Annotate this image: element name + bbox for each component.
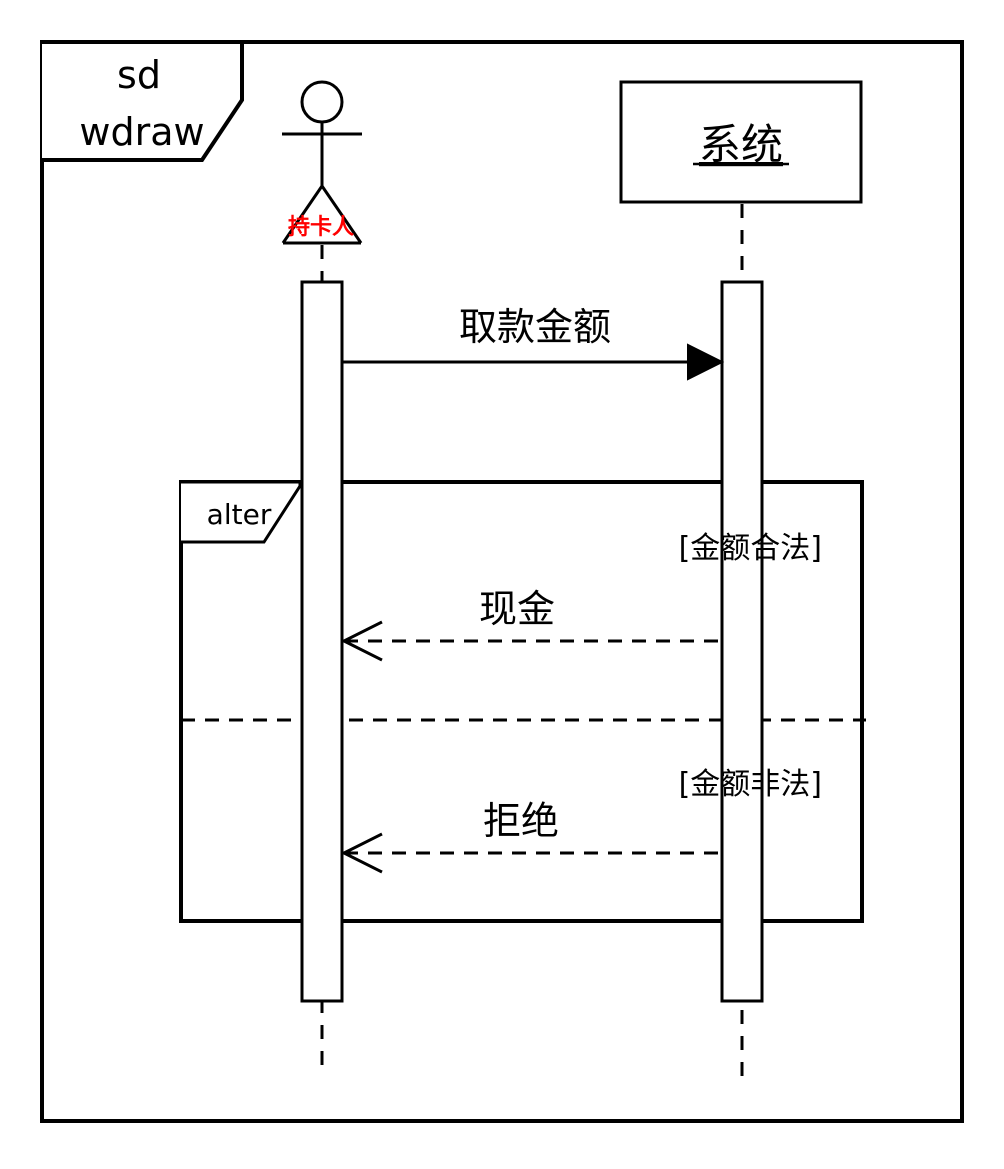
guard-invalid: [金额非法] bbox=[679, 767, 822, 802]
sd-frame-label-line2: wdraw bbox=[79, 110, 204, 154]
guard-valid: [金额合法] bbox=[679, 531, 822, 566]
actor-figure bbox=[281, 80, 363, 245]
cash-reply-arrowhead bbox=[340, 620, 383, 662]
sd-frame bbox=[40, 40, 964, 1123]
system-activation bbox=[720, 280, 764, 1003]
alter-fragment bbox=[179, 480, 864, 923]
sd-frame-label-line1: sd bbox=[117, 53, 161, 97]
reject-reply-label: 拒绝 bbox=[483, 799, 559, 843]
system-box bbox=[619, 80, 863, 204]
cash-reply-label: 现金 bbox=[479, 587, 555, 631]
alter-operator-label: alter bbox=[207, 498, 272, 531]
sd-frame-tab bbox=[42, 40, 244, 162]
withdraw-message-arrowhead bbox=[687, 343, 725, 381]
actor-activation bbox=[300, 280, 344, 1003]
actor-name: 持卡人 bbox=[288, 215, 354, 240]
reject-reply-arrowhead bbox=[340, 832, 383, 874]
withdraw-message-label: 取款金额 bbox=[459, 305, 611, 349]
system-name: 系统 bbox=[699, 120, 783, 169]
alter-tab bbox=[181, 480, 302, 544]
